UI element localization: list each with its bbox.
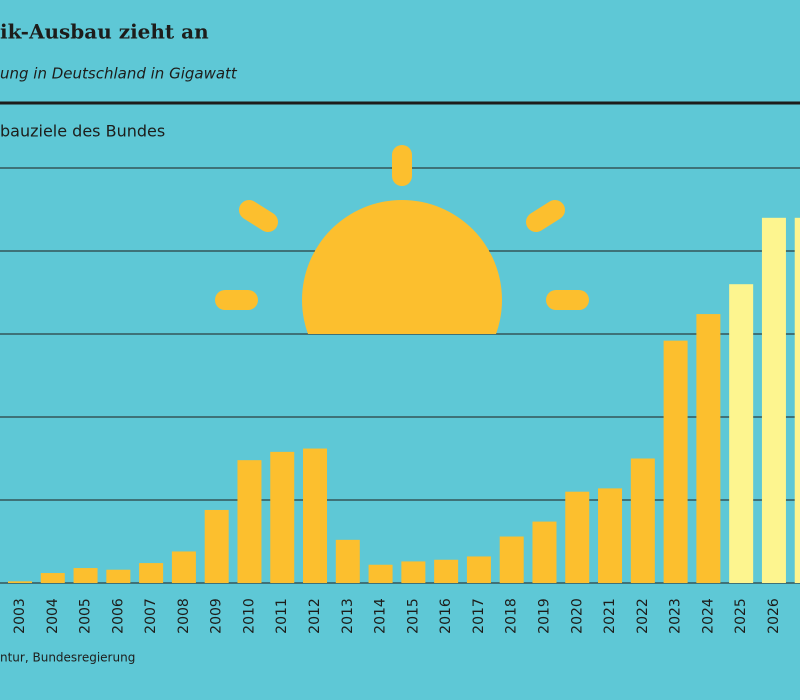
bar: [303, 448, 328, 583]
bar: [499, 536, 524, 583]
sun-icon: [215, 145, 589, 334]
bar: [139, 563, 164, 583]
bar: [729, 284, 754, 583]
bar: [204, 509, 229, 583]
x-tick-label: 2003: [12, 598, 28, 634]
bar: [40, 573, 65, 583]
bar: [565, 491, 590, 583]
bar: [401, 561, 426, 583]
x-tick-label: 2012: [307, 598, 323, 634]
x-tick-label: 2004: [45, 598, 61, 634]
x-tick-label: 2019: [536, 598, 552, 634]
bar: [434, 559, 459, 583]
bar: [598, 488, 623, 583]
bar: [794, 217, 800, 584]
annotation: bauziele des Bundes: [0, 122, 165, 141]
x-tick-label: 2008: [176, 598, 192, 634]
source: ntur, Bundesregierung: [0, 651, 135, 665]
bar: [106, 569, 131, 583]
x-tick-label: 2013: [340, 598, 356, 634]
bar: [73, 568, 98, 583]
bar: [663, 340, 688, 583]
chart-title: ik-Ausbau zieht an: [0, 20, 209, 44]
chart-subtitle: ung in Deutschland in Gigawatt: [0, 65, 238, 83]
x-tick-label: 2009: [209, 598, 225, 634]
bar: [335, 539, 360, 583]
x-tick-label: 2020: [569, 598, 585, 634]
bar: [532, 521, 557, 583]
bar: [368, 564, 393, 583]
x-tick-label: 2021: [602, 598, 618, 634]
x-tick-label: 2015: [405, 598, 421, 634]
x-tick-label: 2011: [274, 598, 290, 634]
x-tick-label: 2016: [438, 598, 454, 634]
bar: [696, 314, 721, 583]
bar: [8, 581, 32, 583]
x-tick-label: 2014: [373, 598, 389, 634]
x-tick-label: 2018: [504, 598, 520, 634]
bar: [761, 217, 786, 584]
bar: [270, 451, 295, 583]
x-tick-label: 2026: [766, 598, 782, 634]
x-tick-label: 2022: [635, 598, 651, 634]
x-tick-label: 2025: [733, 598, 749, 634]
x-tick-label: 2005: [78, 598, 94, 634]
x-tick-label: 2007: [143, 598, 159, 634]
x-tick-label: 2010: [241, 598, 257, 634]
bar: [466, 556, 491, 583]
x-tick-label: 2017: [471, 598, 487, 634]
x-tick-label: 2024: [700, 598, 716, 634]
x-tick-label: 2023: [668, 598, 684, 634]
bar: [237, 460, 262, 583]
x-tick-label: 2006: [110, 598, 126, 634]
bar: [171, 551, 196, 583]
bar: [630, 458, 655, 583]
